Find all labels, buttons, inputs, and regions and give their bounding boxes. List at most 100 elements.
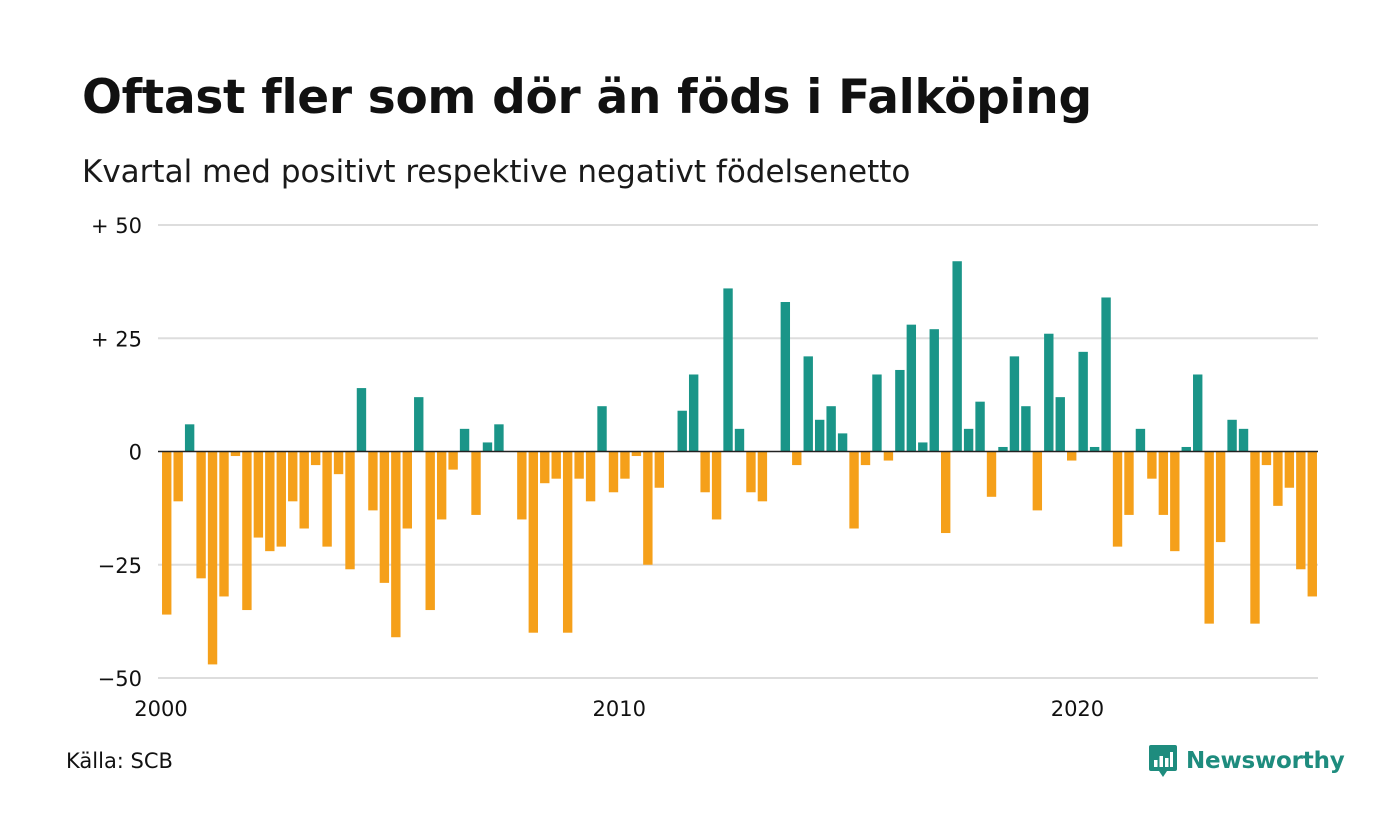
bar-negative [941, 451, 951, 534]
bar-negative [276, 451, 286, 547]
bar-negative [643, 451, 653, 565]
bar-negative [471, 451, 481, 515]
x-tick-label: 2000 [134, 697, 187, 721]
bar-negative [620, 451, 630, 479]
bar-negative [792, 451, 802, 466]
bar-negative [517, 451, 527, 520]
bar-positive [906, 324, 917, 452]
bar-negative [849, 451, 859, 529]
bar-negative [551, 451, 561, 479]
bar-positive [1227, 419, 1237, 452]
y-tick-label: 0 [129, 441, 142, 465]
bar-positive [1193, 374, 1203, 452]
bar-negative [288, 451, 298, 502]
bar-positive [677, 410, 687, 452]
bar-positive [356, 388, 367, 452]
y-tick-label: −25 [98, 554, 142, 578]
bar-positive [780, 302, 791, 452]
bar-negative [368, 451, 378, 511]
y-tick-label: −50 [98, 667, 142, 691]
bar-negative [322, 451, 332, 547]
bar-negative [1032, 451, 1043, 511]
y-tick-label: + 50 [91, 214, 142, 238]
bar-negative [608, 451, 619, 493]
bar-negative [162, 451, 172, 615]
source-note: Källa: SCB [66, 749, 173, 773]
brand-name: Newsworthy [1186, 748, 1345, 774]
bar-positive [837, 433, 848, 452]
bar-positive [1135, 428, 1146, 452]
bar-positive [459, 428, 470, 452]
bar-positive [1078, 351, 1088, 452]
bar-positive [1021, 406, 1031, 452]
bar-negative [631, 451, 642, 457]
bar-positive [975, 401, 985, 452]
bar-positive [1009, 356, 1020, 452]
bar-positive [184, 424, 195, 452]
bar-negative [860, 451, 871, 466]
bar-positive [1089, 446, 1100, 452]
bar-negative [436, 451, 447, 520]
bar-negative [1067, 451, 1077, 461]
bar-negative [1147, 451, 1157, 479]
bar-negative [1273, 451, 1283, 506]
bar-negative [711, 451, 722, 520]
bar-positive [814, 419, 825, 452]
bar-negative [1170, 451, 1180, 552]
grid-lines [158, 224, 1318, 679]
bar-negative [265, 451, 275, 552]
bar-negative [700, 451, 710, 493]
bar-negative [1112, 451, 1123, 547]
bar-positive [963, 428, 974, 452]
newsworthy-logo-icon [1149, 745, 1177, 777]
x-tick-label: 2010 [592, 697, 645, 721]
bar-negative [242, 451, 252, 611]
bar-negative [746, 451, 756, 493]
bar-positive [872, 374, 882, 452]
bar-positive [826, 406, 836, 452]
bar-negative [1250, 451, 1260, 624]
bar-negative [196, 451, 206, 579]
bar-negative [1158, 451, 1169, 515]
bar-negative [1307, 451, 1317, 597]
bar-negative [1204, 451, 1214, 624]
bar-positive [895, 369, 905, 452]
bar-positive [723, 288, 733, 452]
bar-negative [1215, 451, 1226, 543]
bar-negative [173, 451, 183, 502]
bar-negative [253, 451, 264, 538]
bar-negative [654, 451, 665, 488]
y-axis-labels: + 50 + 25 0 −25 −50 [91, 214, 142, 691]
brand-logo: Newsworthy [1148, 744, 1345, 778]
bar-positive [918, 442, 928, 452]
chart-title: Oftast fler som dör än föds i Falköping [82, 70, 1092, 125]
bar-positive [952, 261, 962, 452]
bar-negative [585, 451, 596, 502]
bar-negative [345, 451, 355, 570]
bar-negative [540, 451, 550, 484]
bar-negative [528, 451, 538, 633]
bar-negative [402, 451, 412, 529]
bar-negative [1284, 451, 1295, 488]
bar-positive [494, 424, 504, 452]
bar-positive [1055, 397, 1065, 452]
bar-negative [1124, 451, 1134, 515]
bar-positive [1238, 428, 1249, 452]
bar-positive [1044, 333, 1054, 452]
bar-positive [688, 374, 699, 452]
bar-negative [219, 451, 229, 597]
bar-negative [448, 451, 458, 470]
bar-positive [597, 406, 607, 452]
bar-negative [562, 451, 573, 633]
bar-positive [998, 446, 1008, 452]
bar-negative [391, 451, 401, 638]
bar-negative [883, 451, 894, 461]
bar-negative [1261, 451, 1272, 466]
bar-negative [299, 451, 309, 529]
bar-negative [207, 451, 218, 665]
bars [162, 261, 1317, 665]
bar-positive [803, 356, 813, 452]
bar-positive [1181, 446, 1191, 452]
bar-negative [230, 451, 241, 457]
